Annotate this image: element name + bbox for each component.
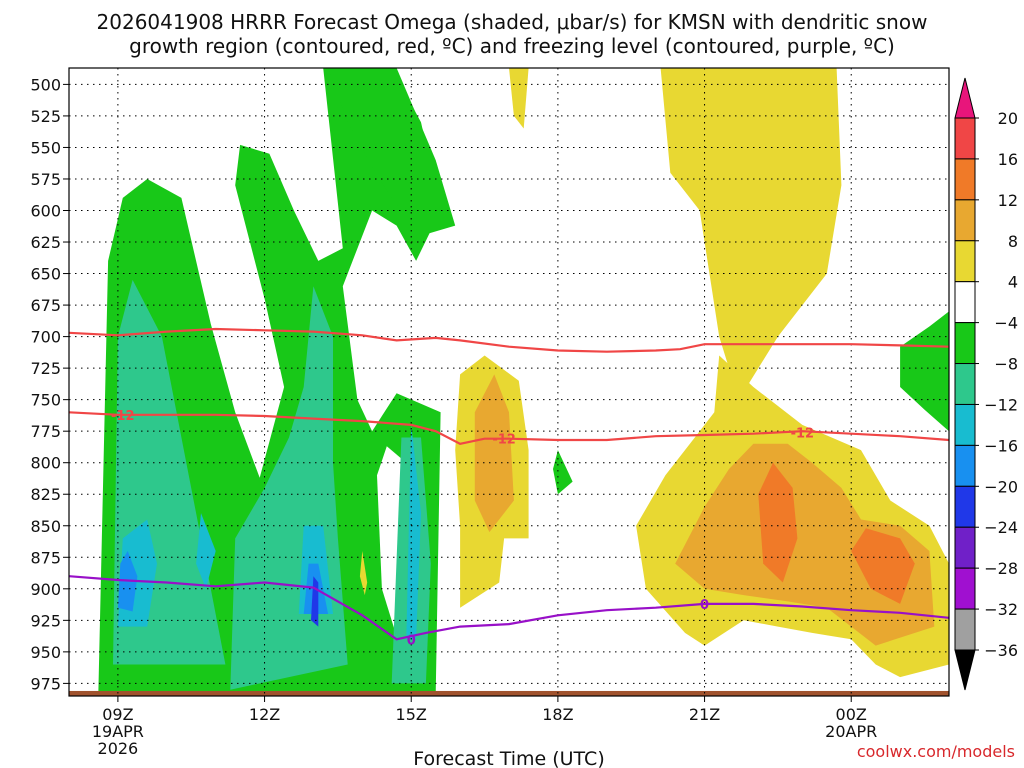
omega-region-lightorange-left [474,374,514,533]
contour-label-dgz-bottom-1: -12 [492,433,516,448]
contour-freezing-level [69,575,949,641]
colorbar-swatch [954,403,976,446]
y-tick-label-925: 925 [30,611,61,630]
omega-region-green-small-patch [553,450,573,495]
colorbar-tick-label: 20 [998,109,1018,128]
colorbar-top-arrow [954,77,976,119]
contour-dgz-bottom [69,411,949,445]
x-axis-label: Forecast Time (UTC) [413,748,604,768]
y-axis: 500 525 550 575 600 625 650 675 700 725 750 775 800 8… [30,75,69,693]
colorbar-tick-label: 4 [1008,273,1018,292]
omega-region-yellow-top-spike [509,68,529,129]
colorbar-swatch [954,363,976,405]
colorbar-swatch [954,281,976,324]
ground-layer [69,690,949,696]
y-tick-label-750: 750 [30,391,61,410]
omega-region-cyan-left2 [196,513,216,589]
y-tick-label-600: 600 [30,201,61,220]
colorbar-tick-label: −24 [984,518,1018,537]
x-tick-label-15Z: 15Z [396,705,427,724]
x-tick-date-19APR: 19APR [92,722,144,741]
x-tick-label-09Z: 09Z [102,705,133,724]
x-tick-label-12Z: 12Z [249,705,280,724]
omega-region-green-right-corner [900,311,949,432]
y-tick-label-625: 625 [30,233,61,252]
x-tick-label-21Z: 21Z [689,705,720,724]
gridlines [69,68,949,696]
omega-region-green-upper-wedge [328,68,456,236]
contour-label-dgz-bottom-0: -12 [111,409,135,424]
chart-title-line2: growth region (contoured, red, ºC) and f… [129,34,895,58]
x-tick-label-18Z: 18Z [542,705,573,724]
colorbar-swatch [954,322,976,365]
chart-title-line1: 2026041908 HRRR Forecast Omega (shaded, … [97,10,928,34]
colorbar-tick-label: 8 [1008,232,1018,251]
credit-text: coolwx.com/models [857,742,1015,761]
y-tick-label-875: 875 [30,548,61,567]
colorbar: 20 16 12 8 4 −4 −8 −12 −16 −20 −24 −28 −32 −36 [954,77,1018,691]
colorbar-tick-label: −28 [984,559,1018,578]
colorbar-tick-label: −12 [984,395,1018,414]
colorbar-swatch [954,158,976,201]
y-tick-label-850: 850 [30,517,61,536]
contour-label-dgz-bottom-2: -12 [791,426,815,441]
y-tick-label-700: 700 [30,328,61,347]
y-tick-label-575: 575 [30,170,61,189]
omega-shading [98,68,949,695]
colorbar-swatch [954,485,976,528]
colorbar-swatch [954,526,976,569]
y-tick-label-825: 825 [30,485,61,504]
y-tick-label-525: 525 [30,107,61,126]
contour-label-freezing-level-0: 0 [407,633,416,648]
contour-label-freezing-level-1: 0 [700,598,709,613]
colorbar-tick-label: −36 [984,641,1018,660]
x-tick-date-20APR: 20APR [825,722,877,741]
y-tick-label-900: 900 [30,580,61,599]
colorbar-tick-label: −20 [984,477,1018,496]
colorbar-tick-label: 12 [998,191,1018,210]
omega-region-orange-b [851,528,915,604]
colorbar-tick-label: −16 [984,436,1018,455]
omega-region-yellow-tiny [359,551,368,596]
colorbar-tick-label: −32 [984,600,1018,619]
y-tick-label-725: 725 [30,359,61,378]
ground-bar [69,690,949,696]
plot-frame [68,67,950,697]
y-tick-label-950: 950 [30,643,61,662]
colorbar-swatch [954,117,976,160]
colorbar-swatch [954,567,976,610]
colorbar-tick-label: 16 [998,150,1018,169]
colorbar-tick-label: −4 [994,314,1018,333]
contour-dgz-top [69,327,949,353]
colorbar-tick-label: −8 [994,355,1018,374]
y-tick-label-550: 550 [30,138,61,157]
omega-region-lightorange-lower [675,443,935,646]
y-tick-label-975: 975 [30,674,61,693]
omega-region-yellow-upper [660,68,842,400]
colorbar-swatch [954,240,976,283]
x-tick-label-00Z: 00Z [836,705,867,724]
colorbar-bottom-arrow [954,649,976,691]
y-tick-label-500: 500 [30,75,61,94]
colorbar-swatch [954,199,976,242]
y-tick-label-775: 775 [30,422,61,441]
omega-region-cyan-right [406,424,421,640]
x-tick-year: 2026 [98,739,139,758]
temperature-contours: -12 -12 -12 0 0 [69,327,949,648]
colorbar-swatch [954,608,976,651]
omega-region-orange-a [758,462,798,583]
y-tick-label-650: 650 [30,265,61,284]
y-tick-label-800: 800 [30,454,61,473]
colorbar-swatch [954,444,976,487]
y-tick-label-675: 675 [30,296,61,315]
